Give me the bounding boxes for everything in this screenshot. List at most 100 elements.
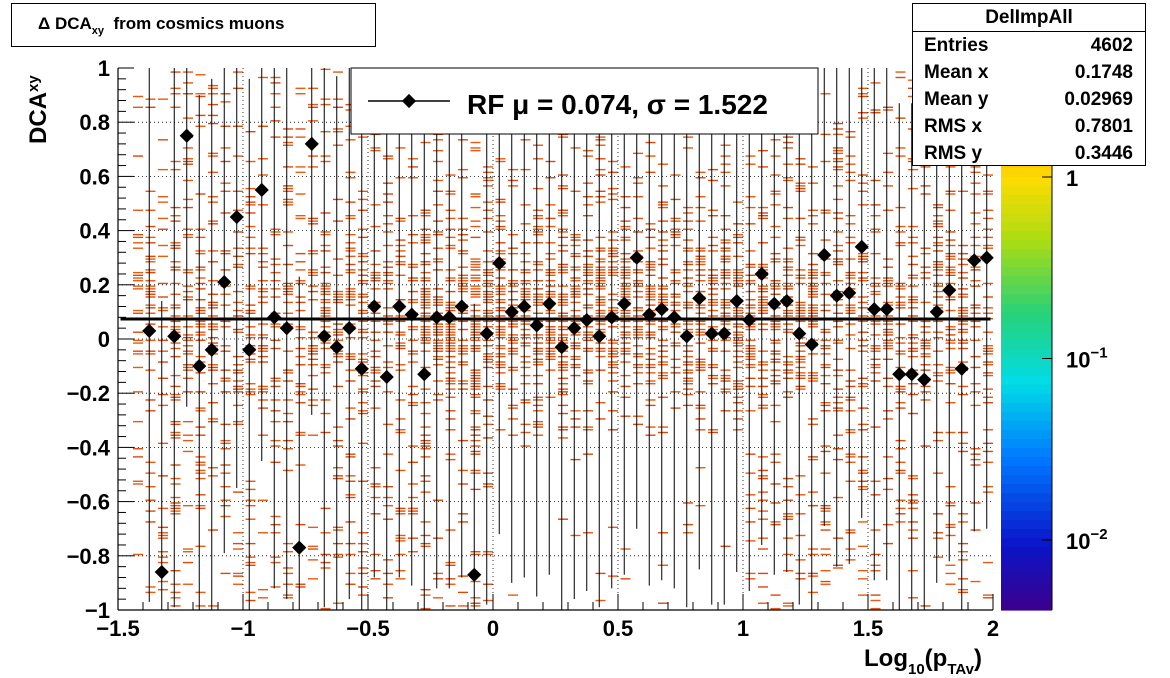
axis-tick-labels: −1.5 −1 −0.5 0 0.5 1 1.5 2−1−0.8−0.6−0.4−0.200.… — [67, 56, 1000, 641]
palette-cell — [1001, 167, 1052, 177]
profile-point — [167, 329, 182, 344]
profile-point — [504, 304, 519, 319]
profile-point — [829, 288, 844, 303]
svg-text:DCAxy: DCAxy — [25, 75, 52, 144]
profile-point — [217, 275, 232, 290]
stats-row: Mean x 0.1748 — [913, 59, 1145, 86]
profile-point — [654, 302, 669, 317]
y-tick-label: 0.8 — [79, 110, 110, 135]
y-tick-label: −1 — [85, 598, 110, 623]
palette-cell — [1001, 185, 1052, 196]
palette-cell — [1001, 230, 1052, 241]
palette-cell — [1001, 429, 1052, 439]
profile-point — [479, 326, 494, 341]
palette-cell — [1001, 483, 1052, 494]
stats-row: RMS x 0.7801 — [913, 113, 1145, 140]
palette-cell — [1001, 212, 1052, 223]
stats-value: 0.1748 — [1074, 62, 1133, 83]
palette-cell — [1001, 510, 1052, 521]
profile-point — [767, 296, 782, 311]
palette-cell — [1001, 203, 1052, 214]
axis-ticks — [117, 67, 994, 611]
palette-cell — [1001, 438, 1052, 448]
palette-cell — [1001, 420, 1052, 430]
profile-point — [142, 323, 157, 338]
legend-marker-icon — [401, 93, 417, 109]
palette-labels: 1 10−1 10−2 — [1042, 166, 1108, 554]
profile-point — [779, 293, 794, 309]
palette-cell — [1001, 393, 1052, 403]
profile-point — [254, 182, 269, 198]
profile-point — [517, 299, 532, 314]
profile-point — [179, 128, 194, 143]
y-tick-label: 0.6 — [79, 164, 110, 189]
x-tick-label: 0 — [487, 616, 499, 641]
y-tick-label: 1 — [98, 56, 110, 81]
x-tick-label: −0.5 — [346, 616, 389, 641]
palette-cell — [1001, 266, 1052, 277]
palette-cell — [1001, 339, 1052, 349]
profile-point — [729, 293, 744, 309]
profile-point — [454, 299, 469, 314]
profile-point — [817, 247, 832, 263]
palette-cell — [1001, 357, 1052, 367]
stats-key: RMS y — [924, 143, 983, 164]
profile-point — [904, 367, 919, 382]
y-tick-label: 0.2 — [79, 273, 110, 298]
palette-cell — [1001, 456, 1052, 467]
profile-point — [242, 342, 257, 357]
profile-point — [417, 367, 432, 382]
profile-point — [804, 337, 819, 352]
profile-point — [617, 296, 632, 311]
palette-cell — [1001, 537, 1052, 548]
palette-cell — [1001, 555, 1052, 566]
histogram-title: Δ DCAxy from cosmics muons — [38, 14, 285, 37]
profile-point — [967, 253, 982, 268]
profile-point — [429, 310, 444, 325]
profile-point — [604, 310, 619, 325]
x-tick-label: 2 — [987, 616, 999, 641]
palette-cell — [1001, 329, 1052, 340]
profile-point — [892, 367, 907, 382]
profile-point — [954, 361, 969, 376]
profile-point — [842, 285, 857, 301]
profile-point — [542, 296, 557, 311]
profile-point — [492, 256, 507, 271]
profile-point — [792, 326, 807, 341]
profile-point — [642, 307, 657, 322]
profile-point — [629, 250, 644, 265]
profile-point — [304, 136, 319, 151]
profile-point — [292, 540, 307, 555]
palette-cell — [1001, 492, 1052, 503]
profile-point — [354, 361, 369, 376]
profile-point — [679, 329, 694, 344]
profile-point — [942, 283, 957, 298]
palette-cell — [1001, 302, 1052, 313]
stats-value: 0.02969 — [1064, 89, 1133, 110]
stats-row: Mean y 0.02969 — [913, 86, 1145, 113]
stats-key: Mean x — [924, 62, 989, 83]
profile-point — [317, 329, 332, 344]
palette-cell — [1001, 275, 1052, 286]
legend-box: RF μ = 0.074, σ = 1.522 — [350, 67, 819, 135]
palette-cell — [1001, 564, 1052, 575]
palette-cell — [1001, 176, 1052, 187]
profile-point — [554, 340, 569, 355]
profile-point — [879, 302, 894, 317]
palette-cell — [1001, 474, 1052, 485]
profile-point — [279, 321, 294, 336]
palette-cell — [1001, 221, 1052, 232]
palette-cell — [1001, 366, 1052, 376]
stats-row: RMS y 0.3446 — [913, 140, 1145, 167]
palette-cell — [1001, 320, 1052, 331]
x-tick-label: 0.5 — [603, 616, 634, 641]
y-tick-label: 0 — [98, 327, 110, 352]
palette-cell — [1001, 582, 1052, 593]
palette-cell — [1001, 573, 1052, 584]
profile-points — [142, 128, 994, 582]
y-tick-label: −0.6 — [67, 490, 110, 515]
palette-cell — [1001, 402, 1052, 412]
stats-box: DelImpAll Entries 4602 Mean x 0.1748 Mean y 0… — [912, 3, 1146, 166]
palette-cell — [1001, 375, 1052, 385]
x-tick-label: −1.5 — [96, 616, 139, 641]
